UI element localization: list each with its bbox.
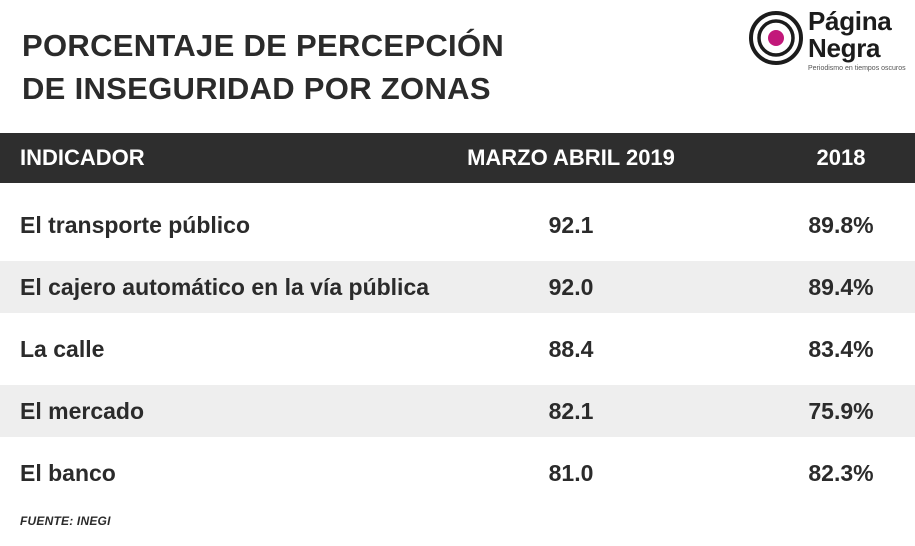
cell-2019: 88.4 (548, 335, 594, 362)
table-row: El transporte público 92.1 89.8% (0, 199, 915, 251)
cell-2019: 92.1 (548, 211, 594, 238)
header-marzo-abril-2019: MARZO ABRIL 2019 (467, 145, 675, 170)
table-row: El banco 81.0 82.3% (0, 447, 915, 499)
data-table: INDICADOR MARZO ABRIL 2019 2018 El trans… (0, 133, 915, 499)
header-2018: 2018 (816, 145, 866, 170)
page-title: PORCENTAJE DE PERCEPCIÓN DE INSEGURIDAD … (22, 24, 662, 110)
table-body: El transporte público 92.1 89.8% El cajero … (0, 199, 915, 499)
brand-logo: Página Negra Periodismo en tiempos oscur… (748, 8, 908, 76)
header-indicador: INDICADOR (20, 145, 145, 170)
cell-indicador: El transporte público (20, 211, 251, 238)
cell-2018: 83.4% (808, 335, 874, 362)
cell-2018: 89.8% (808, 211, 874, 238)
cell-indicador: El banco (20, 459, 116, 486)
title-line-1: PORCENTAJE DE PERCEPCIÓN (22, 28, 505, 63)
logo-tagline: Periodismo en tiempos oscuros (808, 65, 906, 72)
logo-name-line-1: Página (808, 6, 892, 36)
cell-2018: 89.4% (808, 273, 874, 300)
logo-circle-icon (749, 11, 803, 65)
table-row: La calle 88.4 83.4% (0, 323, 915, 375)
table-header: INDICADOR MARZO ABRIL 2019 2018 (0, 133, 915, 183)
cell-2018: 75.9% (808, 397, 874, 424)
source-note: FUENTE: INEGI (20, 514, 111, 528)
cell-2019: 92.0 (548, 273, 594, 300)
cell-indicador: El mercado (20, 397, 144, 424)
logo-name-line-2: Negra (808, 33, 881, 63)
cell-2019: 81.0 (548, 459, 594, 486)
title-line-2: DE INSEGURIDAD POR ZONAS (22, 71, 491, 106)
cell-indicador: La calle (20, 335, 105, 362)
table-row: El cajero automático en la vía pública 92… (0, 261, 915, 313)
table-row: El mercado 82.1 75.9% (0, 385, 915, 437)
cell-2018: 82.3% (808, 459, 874, 486)
cell-indicador: El cajero automático en la vía pública (20, 273, 430, 300)
logo-wordmark: Página Negra (808, 6, 892, 63)
cell-2019: 82.1 (548, 397, 594, 424)
